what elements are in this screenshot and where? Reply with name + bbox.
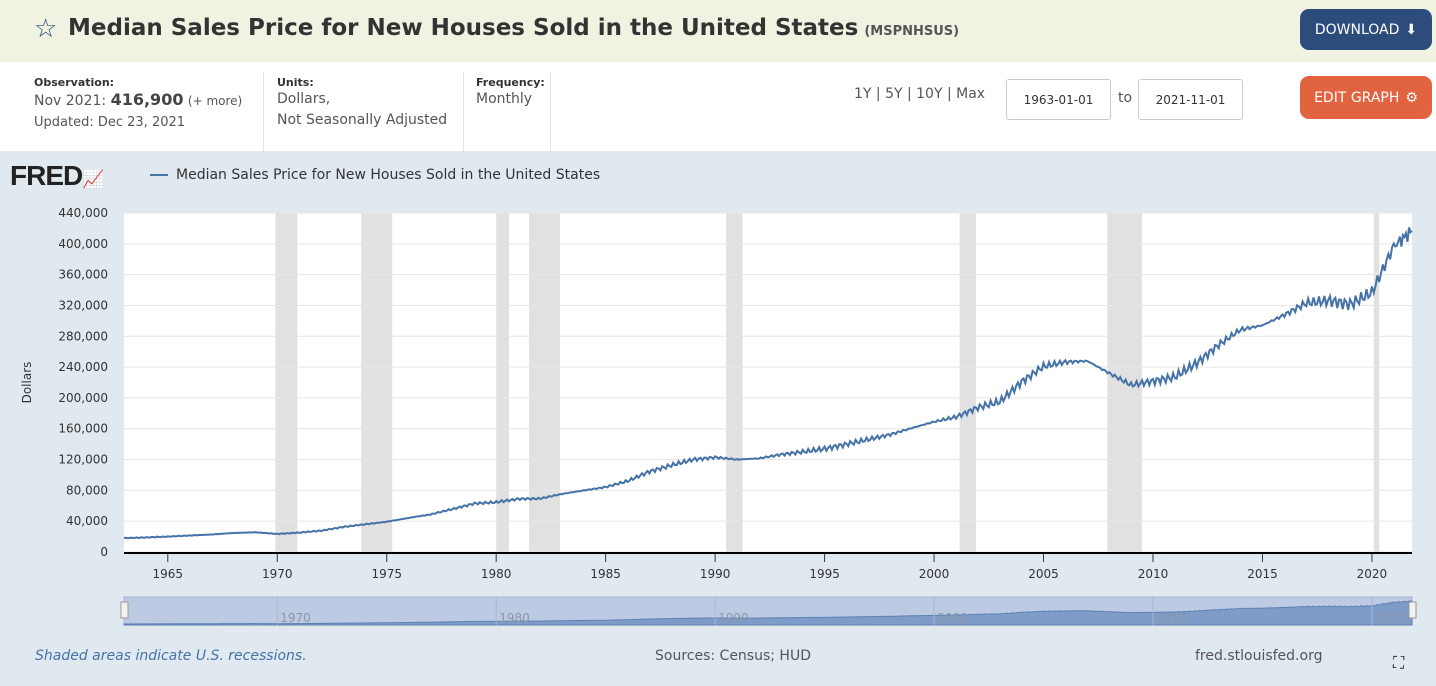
site-link[interactable]: fred.stlouisfed.org [1195, 648, 1323, 664]
x-tick-label: 2020 [1357, 567, 1388, 581]
line-chart: 0 40,000 80,000 120,000 160,000 200,000 240,00… [20, 206, 1417, 626]
navigator-label: 1970 [280, 611, 311, 625]
range-selector[interactable]: 1Y | 5Y | 10Y | Max [854, 86, 986, 102]
x-tick-label: 1970 [262, 567, 293, 581]
y-tick-label: 240,000 [58, 360, 108, 374]
series-id: (MSPNHSUS) [864, 24, 960, 39]
recession-band [959, 213, 977, 552]
y-tick-label: 0 [100, 545, 108, 559]
legend-label: Median Sales Price for New Houses Sold i… [176, 167, 601, 183]
units-value: Dollars, [277, 91, 331, 107]
y-tick-label: 320,000 [58, 298, 108, 312]
observation-label: Observation: [34, 76, 115, 89]
recession-band [361, 213, 393, 552]
series-line [123, 227, 1413, 540]
x-tick-label: 1990 [700, 567, 731, 581]
y-tick-label: 120,000 [58, 453, 108, 467]
y-tick-label: 400,000 [58, 237, 108, 251]
y-tick-label: 200,000 [58, 391, 108, 405]
recession-band [1373, 213, 1380, 552]
title-text: Median Sales Price for New Houses Sold i… [68, 15, 859, 41]
end-date-input[interactable]: 2021-11-01 [1138, 79, 1243, 120]
to-label: to [1118, 90, 1133, 106]
download-label: DOWNLOAD [1314, 21, 1400, 38]
frequency-value: Monthly [476, 91, 533, 107]
x-tick-label: 1985 [590, 567, 621, 581]
navigator-label: 1990 [718, 611, 749, 625]
legend-line-swatch [150, 174, 168, 176]
navigator-label: 2020 [1375, 611, 1406, 625]
observation-date: Nov 2021: [34, 93, 107, 109]
y-tick-label: 80,000 [66, 483, 108, 497]
fred-logo: FRED📈 [10, 160, 105, 191]
series-meta: Observation: Nov 2021: 416,900 (+ more) … [0, 62, 1436, 152]
y-axis-label: Dollars [20, 362, 34, 404]
edit-graph-label: EDIT GRAPH [1314, 89, 1400, 106]
x-tick-label: 2000 [919, 567, 950, 581]
recession-band [275, 213, 298, 552]
divider [263, 72, 264, 152]
navigator-series [123, 600, 1413, 626]
title-bar: ☆ Median Sales Price for New Houses Sold… [0, 0, 1436, 62]
updated-date: Updated: Dec 23, 2021 [34, 115, 186, 130]
star-icon[interactable]: ☆ [34, 14, 58, 44]
x-tick-label: 2005 [1028, 567, 1059, 581]
page-title: Median Sales Price for New Houses Sold i… [68, 15, 959, 41]
download-icon: ⬇ [1405, 21, 1418, 38]
navigator-label: 1980 [499, 611, 530, 625]
more-link[interactable]: (+ more) [187, 94, 243, 108]
chart-logo-icon: 📈 [82, 169, 104, 189]
x-tick-label: 1965 [153, 567, 184, 581]
recession-band [496, 213, 509, 552]
y-tick-label: 440,000 [58, 206, 108, 220]
units-adjustment: Not Seasonally Adjusted [277, 112, 448, 128]
navigator-handle[interactable] [1408, 601, 1417, 619]
plot-area [124, 213, 1412, 552]
recession-band [726, 213, 743, 552]
navigator-handle[interactable] [120, 601, 129, 619]
start-date-input[interactable]: 1963-01-01 [1006, 79, 1111, 120]
y-tick-label: 40,000 [66, 514, 108, 528]
frequency-label: Frequency: [476, 76, 545, 89]
navigator-label: 2010 [1156, 611, 1187, 625]
x-tick-label: 1995 [809, 567, 840, 581]
x-tick-label: 2015 [1247, 567, 1278, 581]
chart-legend: Median Sales Price for New Houses Sold i… [150, 167, 600, 183]
divider [550, 72, 551, 152]
units-label: Units: [277, 76, 314, 89]
y-tick-label: 160,000 [58, 422, 108, 436]
navigator-label: 2000 [937, 611, 968, 625]
fullscreen-icon[interactable]: ⛶ [1393, 653, 1405, 672]
x-tick-label: 2010 [1138, 567, 1169, 581]
x-tick-label: 1980 [481, 567, 512, 581]
observation-value: 416,900 [110, 90, 184, 109]
gear-icon: ⚙ [1405, 89, 1418, 106]
recession-note: Shaded areas indicate U.S. recessions. [35, 648, 307, 664]
divider [463, 72, 464, 152]
download-button[interactable]: DOWNLOAD ⬇ [1300, 9, 1432, 50]
sources: Sources: Census; HUD [655, 648, 811, 664]
y-tick-label: 280,000 [58, 329, 108, 343]
x-tick-label: 1975 [371, 567, 402, 581]
y-tick-label: 360,000 [58, 268, 108, 282]
edit-graph-button[interactable]: EDIT GRAPH ⚙ [1300, 76, 1432, 119]
recession-band [529, 213, 561, 552]
